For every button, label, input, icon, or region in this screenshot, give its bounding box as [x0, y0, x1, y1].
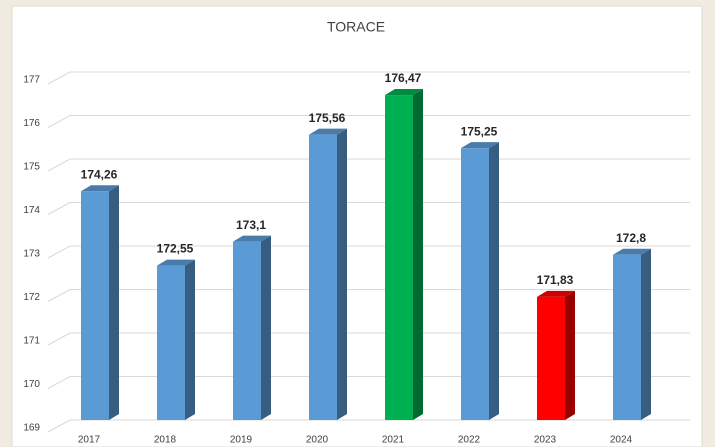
- bar: [461, 148, 489, 420]
- x-tick-label: 2022: [458, 435, 481, 446]
- bar: [233, 241, 261, 420]
- y-tick-label: 171: [23, 336, 40, 347]
- bar-side: [109, 185, 119, 420]
- bar-side: [261, 235, 271, 420]
- y-tick-label: 173: [23, 249, 40, 260]
- x-tick-label: 2024: [610, 435, 633, 446]
- bar: [309, 134, 337, 420]
- bar-side: [413, 89, 423, 421]
- x-tick-label: 2023: [534, 435, 557, 446]
- grid-line: [47, 71, 690, 85]
- grid-line: [47, 115, 690, 128]
- chart-area: [11, 5, 703, 447]
- value-label: 175,25: [461, 124, 498, 138]
- bar-side: [565, 290, 575, 420]
- bar-top: [461, 142, 499, 149]
- bar-top: [613, 248, 651, 255]
- bar-side: [489, 142, 499, 420]
- y-tick-label: 174: [23, 205, 40, 216]
- x-tick-label: 2020: [306, 435, 329, 446]
- x-tick-label: 2017: [78, 435, 101, 446]
- bar: [385, 95, 413, 421]
- bar-top: [309, 128, 347, 135]
- value-label: 176,47: [385, 71, 422, 85]
- y-tick-label: 176: [23, 118, 40, 129]
- bar-side: [337, 128, 347, 420]
- y-tick-label: 177: [23, 75, 40, 86]
- y-tick-label: 172: [23, 292, 40, 303]
- x-tick-label: 2021: [382, 435, 405, 446]
- y-tick-label: 175: [23, 162, 40, 173]
- bar-top: [233, 235, 271, 242]
- y-tick-label: 169: [23, 423, 40, 434]
- bar: [157, 265, 185, 420]
- y-tick-label: 170: [23, 379, 40, 390]
- bar: [537, 296, 565, 420]
- bar-side: [641, 248, 651, 420]
- bar: [613, 254, 641, 420]
- bar-top: [157, 259, 195, 266]
- bar: [81, 191, 109, 420]
- chart-title: TORACE: [327, 19, 385, 35]
- value-label: 175,56: [309, 111, 346, 125]
- x-tick-label: 2018: [154, 435, 177, 446]
- bar-top: [81, 185, 119, 192]
- value-label: 174,26: [81, 167, 118, 181]
- value-label: 173,1: [236, 218, 266, 232]
- value-label: 172,55: [157, 242, 194, 256]
- x-tick-label: 2019: [230, 435, 253, 446]
- bar-top: [537, 290, 575, 297]
- bar-side: [185, 259, 195, 420]
- value-label: 171,83: [537, 273, 574, 287]
- value-label: 172,8: [616, 231, 646, 245]
- bar-top: [385, 89, 423, 96]
